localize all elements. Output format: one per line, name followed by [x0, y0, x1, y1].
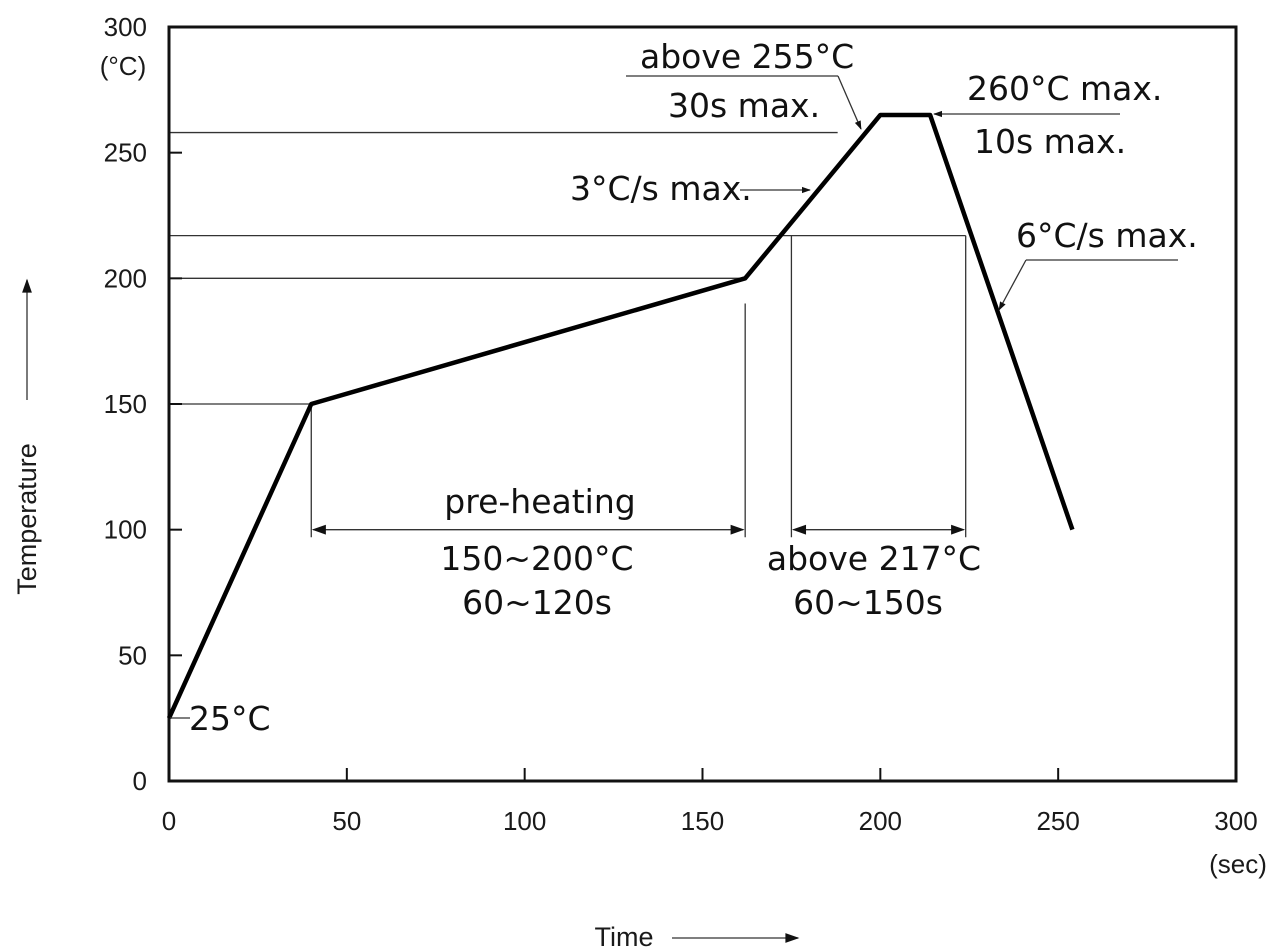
y-axis-title: Temperature	[12, 443, 42, 595]
peak-temp-label-2: 10s max.	[974, 122, 1126, 161]
y-tick-label: 200	[104, 263, 147, 293]
y-axis-unit: (°C)	[100, 51, 147, 81]
y-tick-label: 0	[133, 766, 147, 796]
x-tick-label: 200	[859, 806, 902, 836]
x-axis-ticks: 0 50 100 150 200 250 300	[162, 768, 1258, 836]
x-tick-label: 0	[162, 806, 176, 836]
x-tick-label: 50	[332, 806, 361, 836]
x-tick-label: 300	[1214, 806, 1257, 836]
y-axis-ticks: 0 50 100 150 200 250 300	[104, 12, 182, 796]
y-tick-label: 100	[104, 515, 147, 545]
peak-time-leader	[837, 75, 862, 130]
x-tick-label: 100	[503, 806, 546, 836]
preheat-range-label: 150~200°C	[440, 539, 633, 578]
peak-time-label-2: 30s max.	[668, 86, 820, 125]
preheat-time-label: 60~120s	[462, 583, 612, 622]
x-axis-unit: (sec)	[1209, 849, 1267, 879]
peak-time-label-1: above 255°C	[640, 37, 854, 76]
interval-drop-lines	[310, 235, 967, 538]
ramp-up-label: 3°C/s max.	[570, 169, 752, 208]
peak-temp-label-1: 260°C max.	[967, 69, 1162, 108]
x-axis-title: Time	[595, 922, 654, 951]
reflow-profile-line	[166, 112, 1075, 720]
liquidus-range-label: above 217°C	[767, 539, 981, 578]
ramp-down-leader	[998, 259, 1027, 311]
y-tick-label: 50	[118, 640, 147, 670]
y-tick-label: 300	[104, 12, 147, 42]
liquidus-time-label: 60~150s	[793, 583, 943, 622]
start-temp-label: 25°C	[189, 699, 271, 738]
x-tick-label: 150	[681, 806, 724, 836]
reference-lines	[169, 131, 966, 405]
y-tick-label: 250	[104, 138, 147, 168]
preheat-label: pre-heating	[444, 482, 635, 521]
x-tick-label: 250	[1036, 806, 1079, 836]
ramp-down-label: 6°C/s max.	[1016, 216, 1198, 255]
y-tick-label: 150	[104, 389, 147, 419]
